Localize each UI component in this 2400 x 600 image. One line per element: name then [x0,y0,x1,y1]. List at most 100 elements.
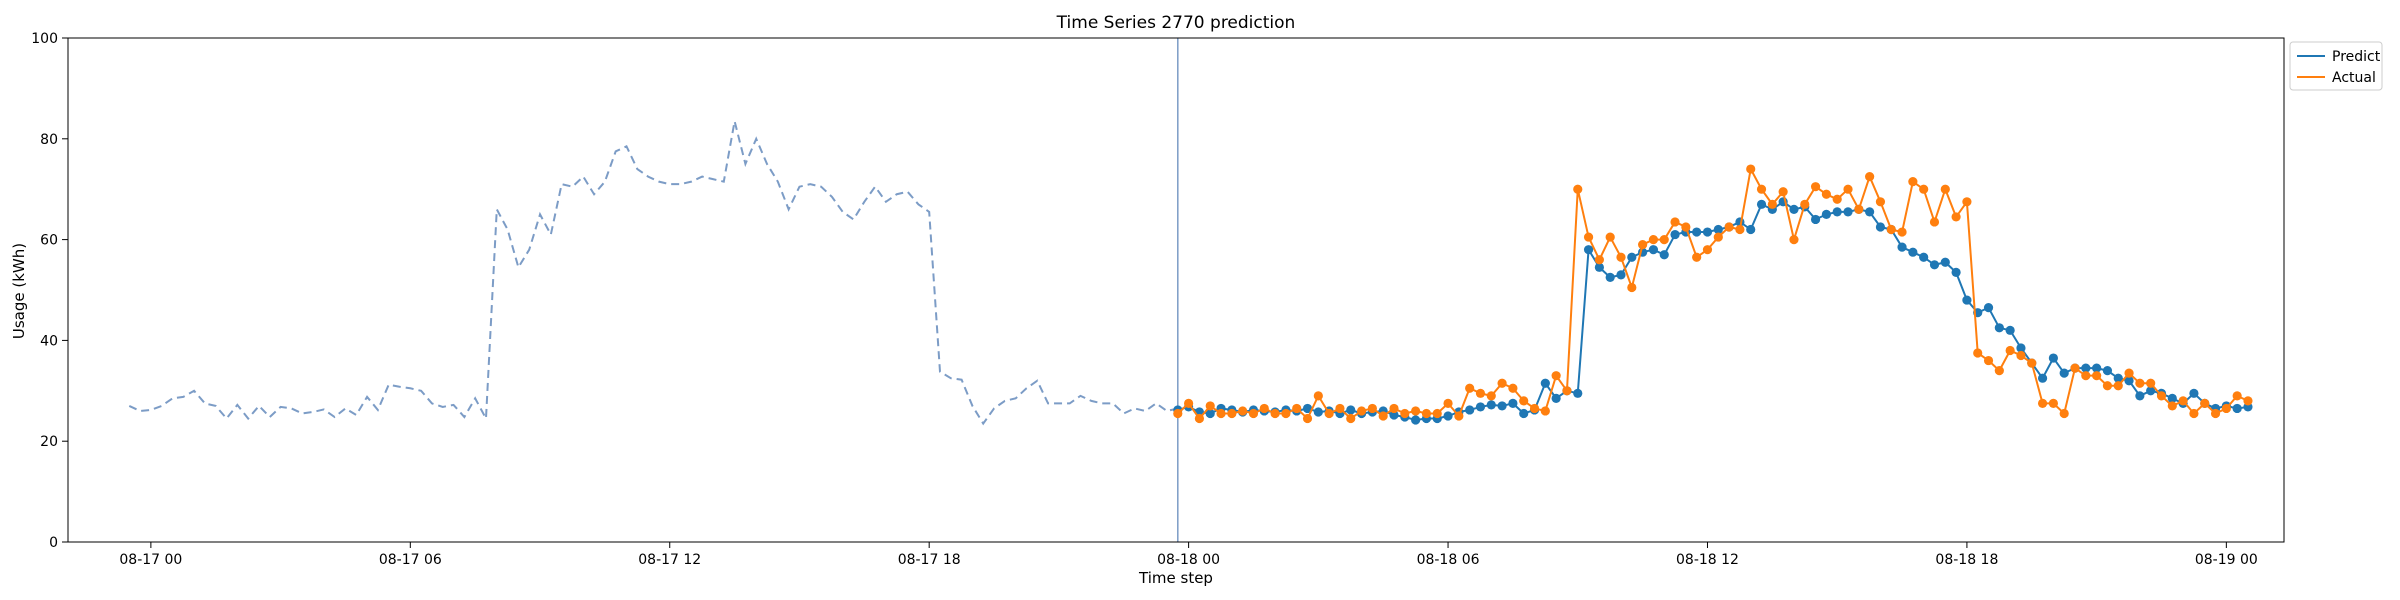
series-actual-point [1216,408,1226,419]
series-actual-point [1973,348,1983,358]
series-predict-point [1389,410,1399,420]
series-actual-point [1173,408,1183,419]
series-actual-point [2210,408,2221,419]
x-tick-label: 08-18 06 [1417,552,1480,568]
series-actual-point [2200,398,2210,408]
series-actual-point [1324,408,1334,419]
series-predict [1173,197,2253,425]
x-tick-label: 08-17 18 [898,552,961,568]
series-actual-point [1962,197,1972,207]
series-actual-point [1238,406,1248,416]
series-actual-point [1465,383,1475,393]
legend-label-actual: Actual [2332,70,2376,86]
series-actual-point [1800,199,1810,209]
series-actual-point [1519,396,1529,406]
series-predict-point [1908,247,1918,257]
series-actual-point [1940,184,1950,194]
series-actual-point [1259,403,1269,414]
series-actual-point [1886,224,1896,235]
series-actual-point [1302,413,1313,424]
series-actual-point [1497,378,1507,388]
series-actual-point [1983,355,1994,366]
series-predict-point [1659,250,1669,260]
series-actual-point [1356,406,1367,416]
series-predict-point [1583,245,1594,255]
series-actual-point [1313,391,1323,401]
series-predict-point [1843,207,1853,217]
series-actual-point [1594,255,1604,265]
series-predict-point [1508,398,1518,408]
series-actual-point [1248,408,1259,419]
series-actual-point [1411,406,1421,416]
series-actual-point [1529,403,1540,414]
axes: 0 20 40 60 80 100 08-17 00 08-17 06 08-17 12 08-1… [31,31,2285,568]
x-tick-label: 08-18 12 [1676,552,1739,568]
series-actual-point [1854,204,1864,214]
series-actual-point [1821,189,1831,199]
series-predict-point [2037,373,2048,383]
series-actual-point [1789,235,1799,245]
series-predict-point [1519,408,1529,419]
series-actual-point [1670,217,1680,227]
series-predict-point [1994,323,2004,333]
series-actual-point [1378,411,1388,421]
x-tick-label: 08-17 00 [119,552,182,568]
series-actual-point [1335,403,1345,414]
series-actual-point [1994,366,2004,376]
series-predict-point [1475,402,1486,412]
series-actual-point [1184,398,1194,408]
series-predict-point [1756,199,1767,209]
series-actual-point [1735,224,1745,235]
series-actual-point [1292,403,1302,414]
series-actual-point [1778,187,1788,197]
x-tick-label: 08-18 18 [1935,552,1998,568]
series-predict-point [1605,272,1615,282]
series-predict-point [1713,224,1723,235]
series-predict-point [1616,270,1626,280]
series-actual-point [1875,197,1886,207]
series-actual-point [1551,371,1561,381]
series-actual-point [1443,398,1453,408]
x-axis-title: Time step [1138,569,1213,587]
series-actual-point [2156,391,2167,401]
series-actual-point [1681,222,1691,232]
series-actual-point [1540,406,1550,416]
series-actual-point [1421,408,1432,419]
x-tick-label: 08-17 06 [379,552,442,568]
series-predict-point [1313,407,1323,417]
series-predict-point [2135,391,2145,401]
chart-title: Time Series 2770 prediction [1056,13,1296,33]
series-actual-point [1843,184,1853,194]
series-predict-point [1897,242,1907,252]
series-actual-point [1270,408,1280,419]
series-predict-point [1951,267,1961,277]
series-actual-point [1756,184,1767,194]
series-predict-point [1465,405,1475,415]
series-predict-point [1875,222,1886,232]
series-actual-point [2167,401,2177,411]
series-actual-point [1929,217,1940,227]
y-tick-label: 100 [31,31,58,47]
y-tick-label: 20 [40,434,58,450]
series-predict-point [1551,393,1561,403]
series-actual-point [1648,235,1659,245]
x-tick-label: 08-19 00 [2195,552,2258,568]
y-tick-label: 0 [49,535,58,551]
series-predict-point [1746,224,1756,235]
series-predict-point [1302,403,1313,414]
x-tick-label: 08-18 00 [1157,552,1220,568]
series-actual-point [1627,282,1637,293]
series-actual-point [1486,391,1496,401]
series-predict-point [1929,260,1940,270]
series-actual-point [1573,184,1583,194]
series-actual-point [1746,164,1756,174]
series-predict-point [2146,386,2156,396]
series-predict-point [1443,411,1453,421]
series-predict-point [1594,262,1604,272]
series-actual-point [2232,391,2242,401]
y-axis-title: Usage (kWh) [10,243,28,339]
series-actual-point [2092,371,2102,381]
series-actual-point [2016,350,2026,361]
series-actual-point [1562,386,1572,396]
